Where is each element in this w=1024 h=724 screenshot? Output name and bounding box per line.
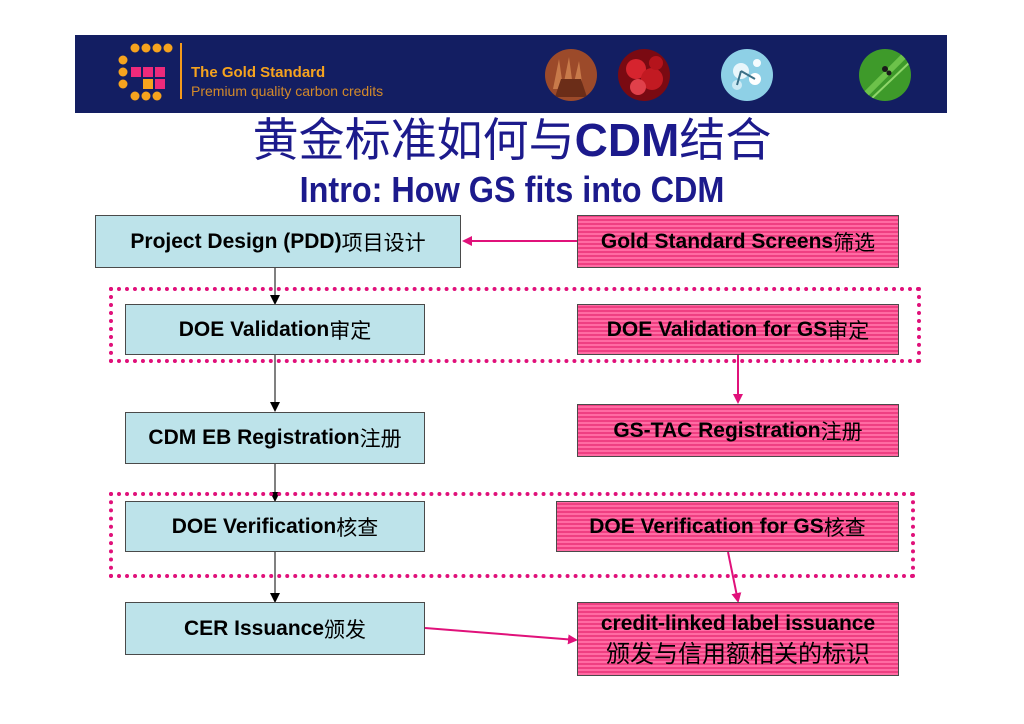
- gs-step-doe-validation-en: DOE Validation for GS: [606, 317, 828, 341]
- header-banner: The Gold Standard Premium quality carbon…: [75, 35, 947, 113]
- cdm-step-doe-validation: DOE Validation 审定: [125, 304, 425, 355]
- gs-step-doe-verification-zh: 核查: [823, 515, 866, 540]
- gs-step-doe-validation-zh: 审定: [827, 318, 870, 343]
- gs-step-screens-en: Gold Standard Screens: [600, 229, 834, 253]
- cdm-step-doe-verification: DOE Verification 核查: [125, 501, 425, 552]
- brand-name: The Gold Standard: [191, 64, 326, 81]
- gs-step-doe-validation: DOE Validation for GS 审定: [577, 304, 899, 355]
- gs-step-screens-zh: 筛选: [833, 230, 876, 255]
- gs-step-label-issuance: credit-linked label issuance 颁发与信用额相关的标识: [577, 602, 899, 676]
- arrow-cer-to-label: [424, 627, 578, 645]
- slide-title-english: Intro: How GS fits into CDM: [299, 169, 725, 210]
- slide-title-chinese: 黄金标准如何与CDM结合: [0, 114, 1024, 166]
- cdm-step-eb-registration: CDM EB Registration 注册: [125, 412, 425, 464]
- water-molecule-photo: [721, 49, 773, 101]
- brand-tagline: Premium quality carbon credits: [191, 83, 384, 99]
- cdm-step-doe-verification-en: DOE Verification: [171, 514, 337, 538]
- cdm-step-eb-registration-zh: 注册: [359, 427, 402, 451]
- cdm-step-project-design: Project Design (PDD) 项目设计: [95, 215, 461, 268]
- cdm-step-doe-validation-zh: 审定: [329, 318, 372, 343]
- verification-group-outline: [109, 492, 915, 578]
- red-cells-photo: [618, 49, 670, 101]
- title-zh-prefix: 黄金标准如何与: [252, 113, 575, 167]
- logo-divider: [180, 43, 182, 99]
- cdm-step-project-design-en: Project Design (PDD): [130, 229, 342, 253]
- hands-photo: [545, 49, 597, 101]
- cdm-step-cer-issuance-en: CER Issuance: [183, 616, 325, 640]
- validation-group-outline: [109, 287, 921, 363]
- gs-step-tac-registration-en: GS-TAC Registration: [613, 418, 821, 442]
- gs-step-label-issuance-en: credit-linked label issuance: [600, 612, 876, 635]
- cdm-step-cer-issuance: CER Issuance 颁发: [125, 602, 425, 655]
- cdm-step-doe-verification-zh: 核查: [336, 515, 379, 540]
- gs-step-doe-verification: DOE Verification for GS 核查: [556, 501, 899, 552]
- gs-step-tac-registration: GS-TAC Registration 注册: [577, 404, 899, 457]
- gs-step-tac-registration-zh: 注册: [820, 419, 863, 444]
- cdm-step-eb-registration-en: CDM EB Registration: [148, 426, 360, 449]
- title-zh-cdm: CDM: [574, 114, 680, 166]
- gs-step-screens: Gold Standard Screens 筛选: [577, 215, 899, 268]
- gold-standard-logo-icon: [118, 43, 173, 101]
- title-zh-suffix: 结合: [679, 113, 772, 167]
- gs-step-label-issuance-zh: 颁发与信用额相关的标识: [606, 640, 870, 668]
- gs-step-doe-verification-en: DOE Verification for GS: [589, 514, 824, 538]
- cdm-step-cer-issuance-zh: 颁发: [324, 617, 367, 642]
- cdm-step-doe-validation-en: DOE Validation: [178, 317, 330, 341]
- cdm-step-project-design-zh: 项目设计: [341, 230, 426, 255]
